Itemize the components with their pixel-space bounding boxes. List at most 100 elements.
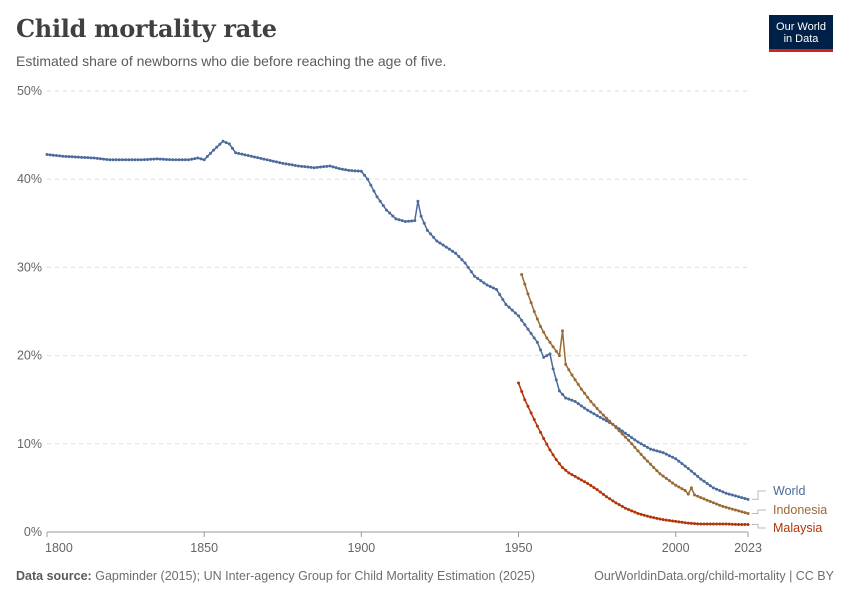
data-point	[601, 492, 605, 496]
data-point	[520, 389, 524, 393]
data-point	[740, 510, 744, 514]
x-tick-label: 1850	[190, 541, 218, 555]
data-point	[281, 161, 285, 165]
data-point	[642, 444, 646, 448]
data-point	[284, 162, 288, 166]
data-point	[539, 324, 543, 328]
data-point	[570, 373, 574, 377]
data-point	[296, 164, 300, 168]
data-point	[422, 221, 426, 225]
data-point	[579, 478, 583, 482]
data-point	[161, 157, 165, 161]
data-point	[293, 163, 297, 167]
source-link[interactable]: OurWorldinData.org/child-mortality | CC …	[594, 569, 834, 583]
data-point	[61, 154, 65, 158]
y-tick-label: 20%	[17, 349, 42, 363]
data-point	[362, 173, 366, 177]
data-point	[542, 437, 546, 441]
data-point	[730, 522, 734, 526]
data-point	[705, 498, 709, 502]
data-point	[724, 505, 728, 509]
data-point	[718, 489, 722, 493]
data-point	[671, 455, 675, 459]
series-label-malaysia[interactable]: Malaysia	[773, 521, 822, 535]
data-point	[576, 402, 580, 406]
data-point	[535, 317, 539, 321]
data-point	[407, 219, 410, 223]
data-point	[54, 154, 58, 158]
data-point	[671, 519, 675, 523]
data-point	[545, 336, 549, 340]
data-point	[724, 522, 728, 526]
grid-lines: 0% 10% 20% 30% 40% 50% 1800 1850 1900 1950 2000 202…	[17, 84, 762, 555]
data-point	[611, 499, 615, 503]
data-point	[545, 354, 549, 358]
data-point	[410, 219, 414, 223]
data-point	[677, 520, 681, 524]
data-point	[649, 447, 653, 451]
data-point	[435, 239, 439, 243]
data-point	[193, 157, 197, 161]
data-point	[444, 245, 448, 249]
y-tick-label: 50%	[17, 84, 42, 98]
data-point	[180, 158, 184, 162]
data-point	[702, 497, 706, 501]
data-point	[702, 522, 706, 526]
data-point	[686, 492, 690, 496]
data-point	[586, 408, 590, 412]
data-point	[633, 438, 637, 442]
series-label-indonesia[interactable]: Indonesia	[773, 503, 827, 517]
data-point	[592, 486, 596, 490]
data-point	[517, 314, 521, 318]
data-point	[674, 483, 678, 487]
data-point	[633, 445, 637, 449]
data-point	[102, 157, 106, 161]
data-point	[636, 449, 640, 453]
data-point	[561, 466, 565, 470]
data-point	[683, 521, 687, 525]
data-point	[221, 139, 225, 143]
data-point	[168, 158, 172, 162]
owid-logo[interactable]: Our World in Data	[769, 15, 833, 52]
data-point	[491, 286, 495, 290]
data-point	[526, 327, 530, 331]
data-point	[645, 459, 649, 463]
series-label-world[interactable]: World	[773, 484, 805, 498]
data-point	[642, 513, 646, 517]
data-point	[473, 274, 477, 278]
data-point	[303, 165, 307, 169]
data-point	[636, 511, 640, 515]
data-point	[146, 157, 150, 161]
data-point	[661, 474, 665, 478]
x-tick-label: 1950	[505, 541, 533, 555]
data-point	[570, 398, 574, 402]
data-point	[658, 517, 662, 521]
data-point	[498, 292, 502, 296]
data-point	[576, 382, 580, 386]
chart-subtitle: Estimated share of newborns who die befo…	[16, 53, 447, 69]
data-point	[671, 481, 675, 485]
data-point	[636, 440, 640, 444]
data-point	[711, 522, 715, 526]
data-point	[705, 522, 709, 526]
data-point	[466, 265, 470, 269]
data-point	[617, 429, 621, 433]
data-point	[699, 522, 703, 526]
data-point	[318, 165, 322, 169]
data-point	[532, 310, 536, 313]
data-point	[539, 430, 543, 434]
data-point	[605, 419, 609, 423]
data-point	[114, 158, 118, 162]
data-point	[693, 493, 697, 497]
data-source-text: Gapminder (2015); UN Inter-agency Group …	[95, 569, 535, 583]
data-point	[111, 158, 115, 162]
data-point	[708, 499, 712, 503]
data-point	[520, 272, 524, 276]
data-point	[529, 411, 533, 415]
data-point	[174, 158, 178, 162]
data-point	[334, 166, 338, 170]
data-point	[583, 406, 587, 410]
series-line[interactable]	[520, 274, 749, 515]
data-point	[620, 432, 624, 436]
data-point	[595, 414, 599, 418]
